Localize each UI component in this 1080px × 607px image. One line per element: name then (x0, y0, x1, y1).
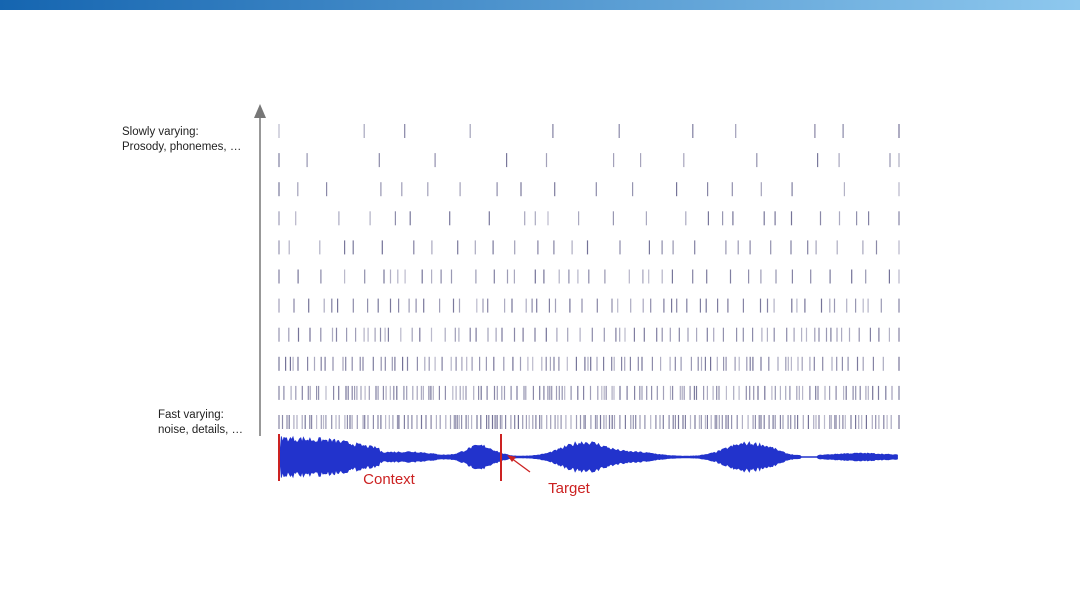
slow-title: Slowly varying: (122, 126, 199, 138)
waveform (279, 435, 898, 479)
context-label: Context (363, 471, 416, 488)
slow-detail: Prosody, phonemes, … (122, 141, 241, 153)
target-label: Target (548, 480, 591, 497)
fast-title: Fast varying: (158, 409, 224, 421)
arrow-head (254, 104, 266, 118)
target-arrow (510, 457, 531, 473)
fast-detail: noise, details, … (158, 424, 243, 436)
top-bar (0, 0, 1080, 10)
target-arrow-head (507, 455, 516, 462)
tick-rows (278, 124, 900, 429)
